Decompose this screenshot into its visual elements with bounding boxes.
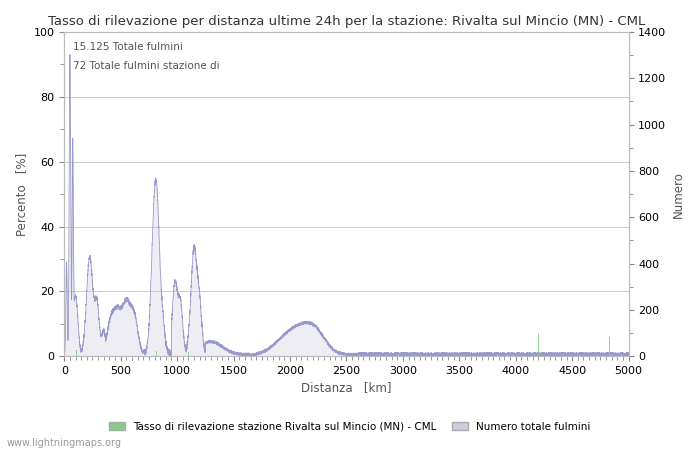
- Y-axis label: Percento   [%]: Percento [%]: [15, 153, 28, 236]
- Y-axis label: Numero: Numero: [672, 171, 685, 217]
- Text: 72 Totale fulmini stazione di: 72 Totale fulmini stazione di: [73, 61, 219, 71]
- Text: 15.125 Totale fulmini: 15.125 Totale fulmini: [73, 42, 183, 52]
- Legend: Tasso di rilevazione stazione Rivalta sul Mincio (MN) - CML, Numero totale fulmi: Tasso di rilevazione stazione Rivalta su…: [105, 418, 595, 436]
- Title: Tasso di rilevazione per distanza ultime 24h per la stazione: Rivalta sul Mincio: Tasso di rilevazione per distanza ultime…: [48, 15, 645, 28]
- Text: www.lightningmaps.org: www.lightningmaps.org: [7, 438, 122, 448]
- X-axis label: Distanza   [km]: Distanza [km]: [301, 382, 392, 395]
